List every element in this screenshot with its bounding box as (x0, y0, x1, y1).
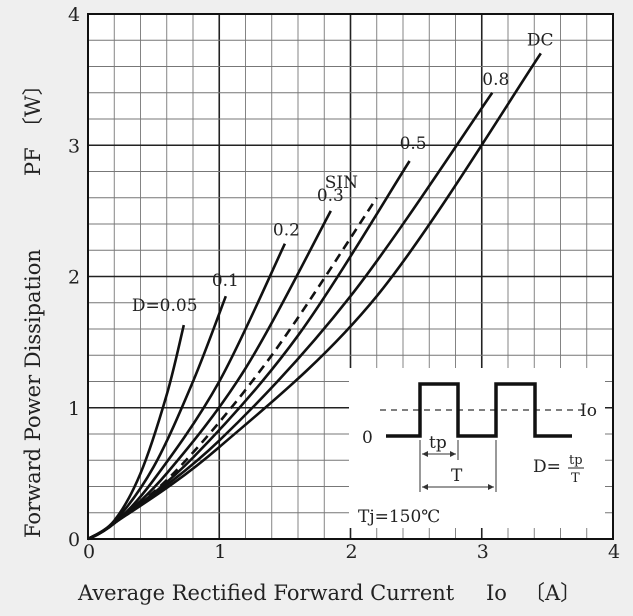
series-label: 0.2 (273, 221, 300, 241)
inset-background (349, 368, 605, 528)
series-label: SIN (325, 173, 358, 193)
series-label: 0.5 (400, 134, 427, 154)
duty-label: D= (533, 457, 561, 477)
pulse-waveform (386, 382, 572, 438)
x-tick-label: 4 (608, 541, 620, 563)
y-tick-label: 2 (68, 267, 80, 289)
y-tick-label: 4 (68, 4, 80, 26)
y-tick-label: 1 (68, 398, 80, 420)
y-axis-title: Forward Power Dissipation PF 〔W〕 (21, 74, 45, 538)
inset-t-label: T (451, 466, 463, 486)
y-axis-symbol: PF (21, 147, 45, 176)
x-axis-title: Average Rectified Forward Current Io 〔A〕 (77, 581, 581, 605)
junction-temp-label: Tj=150℃ (358, 507, 440, 527)
inset-tp-label: tp (429, 433, 447, 453)
x-tick-label: 3 (477, 541, 489, 563)
y-tick-label: 3 (68, 135, 80, 157)
x-axis-unit: 〔A〕 (524, 581, 581, 605)
duty-denominator: T (571, 471, 580, 486)
series-label: 0.3 (317, 186, 344, 206)
waveform-inset: 0 Io tp T D= tp T Tj=150℃ (349, 368, 605, 528)
duty-numerator: tp (569, 453, 583, 468)
inset-io-label: Io (580, 401, 597, 421)
series-label: DC (527, 30, 554, 50)
series-label: 0.1 (212, 271, 239, 291)
x-axis-symbol: Io (486, 581, 507, 605)
y-tick-label: 0 (68, 529, 80, 551)
series-line (87, 52, 542, 541)
plot-frame (87, 13, 614, 540)
curves (87, 52, 542, 541)
series-label: 0.8 (482, 70, 509, 90)
y-axis-title-text: Forward Power Dissipation (21, 249, 45, 538)
x-tick-label: 0 (83, 541, 95, 563)
x-tick-label: 2 (346, 541, 358, 563)
x-axis-title-text: Average Rectified Forward Current (77, 581, 455, 605)
inset-zero-label: 0 (362, 428, 373, 448)
tick-labels: 0 1 2 3 4 0 1 2 3 4 (68, 4, 620, 563)
y-axis-unit: 〔W〕 (21, 74, 45, 138)
series-line (87, 197, 378, 541)
series-label: D=0.05 (132, 296, 198, 316)
x-tick-label: 1 (214, 541, 226, 563)
